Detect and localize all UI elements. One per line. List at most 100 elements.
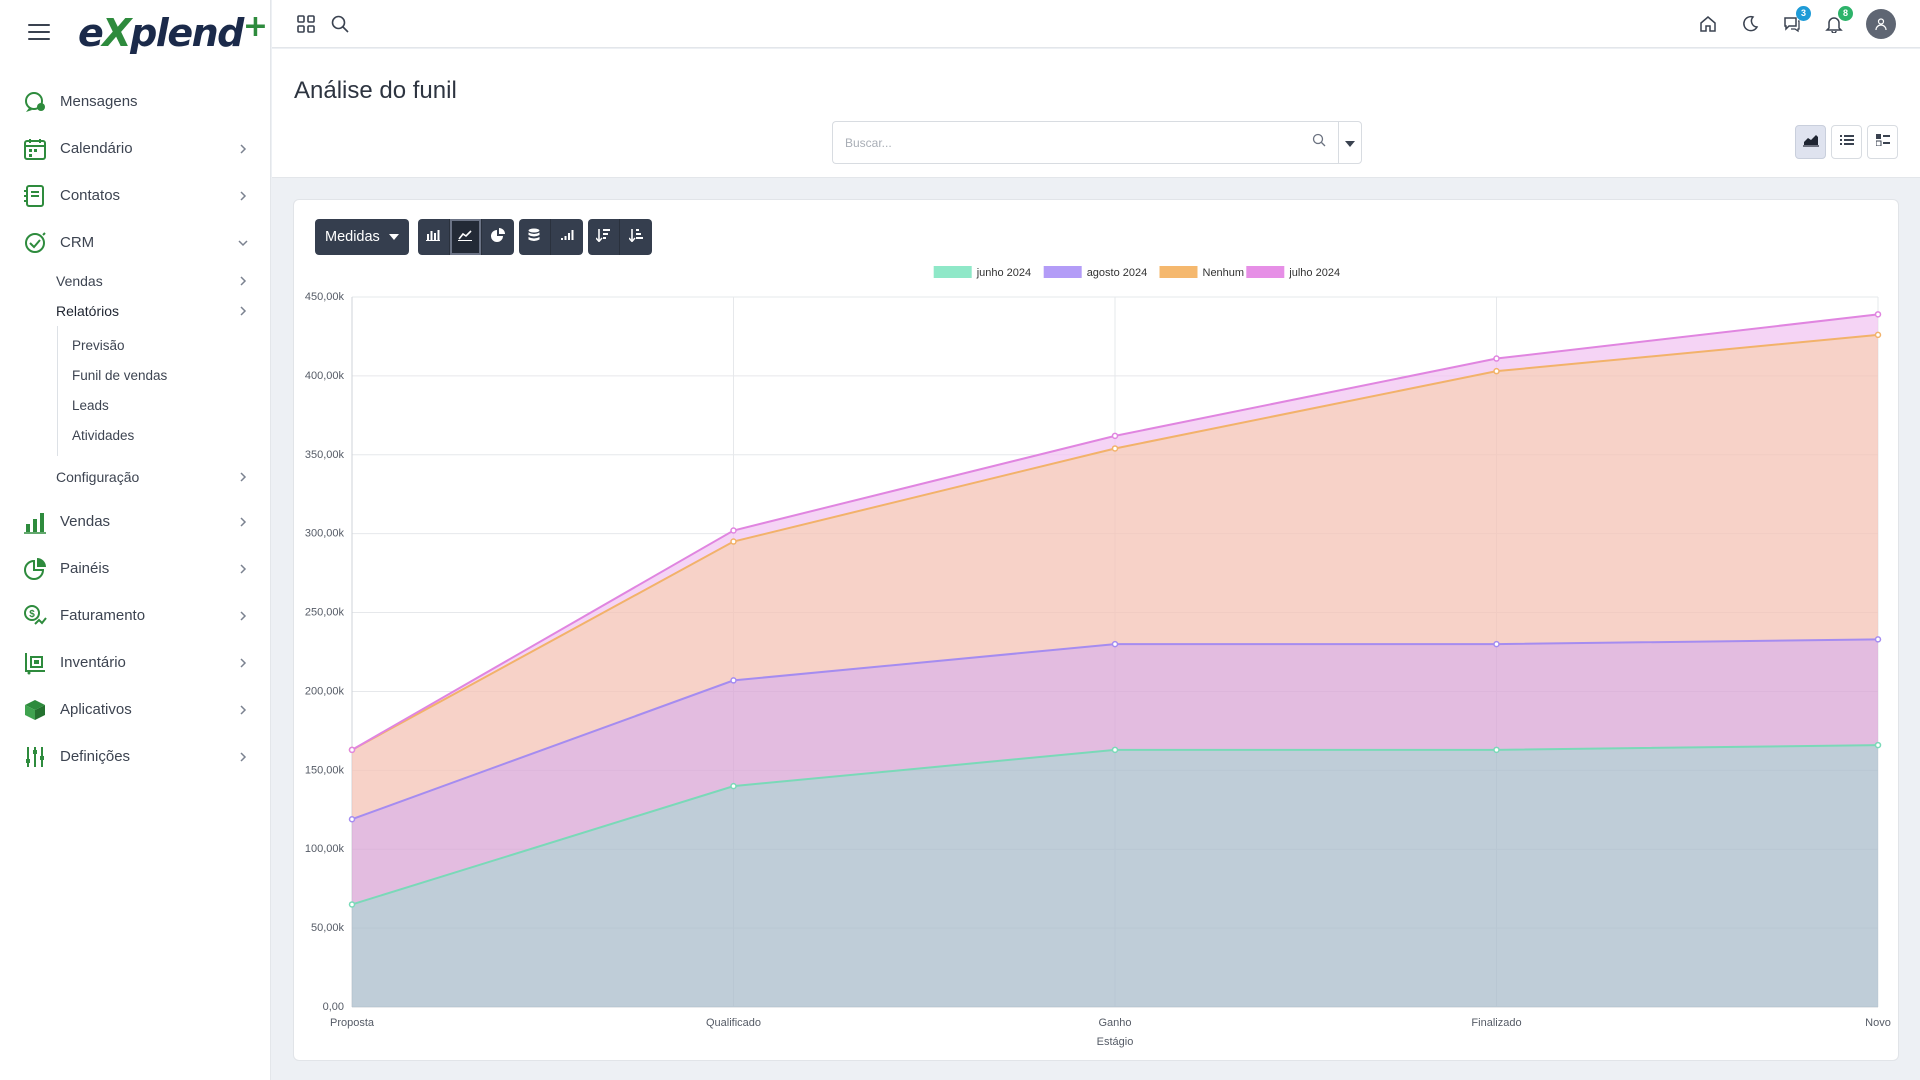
data-point xyxy=(730,677,737,684)
sidebar-item-aplicativos[interactable]: Aplicativos xyxy=(0,686,270,733)
search-icon[interactable] xyxy=(1312,133,1326,152)
sidebar-item-label: Calendário xyxy=(60,140,133,157)
y-tick-label: 100,00k xyxy=(305,843,345,855)
line-chart-icon xyxy=(458,228,473,246)
data-point xyxy=(1874,331,1882,339)
sidebar-subsub-funil-de-vendas[interactable]: Funil de vendas xyxy=(72,367,168,383)
pie-chart-icon xyxy=(490,227,505,247)
sidebar-item-label: Aplicativos xyxy=(60,701,132,718)
chevron-right-icon xyxy=(236,304,250,318)
pivot-view-icon xyxy=(1875,133,1890,151)
sidebar-subsub-previsao[interactable]: Previsão xyxy=(72,337,125,353)
sidebar-item-paineis[interactable]: Painéis xyxy=(0,545,270,592)
messages-badge: 3 xyxy=(1796,5,1811,21)
data-point xyxy=(730,782,737,790)
chevron-right-icon xyxy=(236,609,250,623)
y-tick-label: 350,00k xyxy=(305,449,345,461)
area-chart: 0,00 50,00k 100,00k 150,00k 200,00k 250,00k 30… xyxy=(305,266,1891,1048)
y-tick-label: 0,00 xyxy=(323,1001,344,1013)
data-point xyxy=(1493,367,1500,375)
chevron-right-icon xyxy=(236,189,250,203)
calendar-icon xyxy=(22,136,48,162)
user-avatar-icon[interactable] xyxy=(1866,8,1896,39)
notifications-badge: 8 xyxy=(1838,5,1853,21)
x-tick-label: Qualificado xyxy=(706,1017,761,1029)
sidebar-item-label: Contatos xyxy=(60,187,121,204)
y-tick-label: 250,00k xyxy=(305,607,345,619)
sidebar-item-vendas[interactable]: Vendas xyxy=(0,498,270,545)
chart-type-group xyxy=(417,219,514,255)
sidebar-item-crm[interactable]: CRM xyxy=(0,219,270,266)
pivot-view-button[interactable] xyxy=(1867,125,1898,159)
moon-icon[interactable] xyxy=(1740,14,1760,34)
menu-toggle-icon[interactable] xyxy=(28,24,50,40)
x-axis-title: Estágio xyxy=(1097,1036,1134,1048)
sidebar-item-faturamento[interactable]: $ Faturamento xyxy=(0,592,270,639)
sidebar-subsub-atividades[interactable]: Atividades xyxy=(72,427,135,443)
sort-descending-button[interactable] xyxy=(587,219,620,255)
bar-chart-button[interactable] xyxy=(417,219,450,255)
home-icon[interactable] xyxy=(1698,14,1718,34)
apps-grid-icon[interactable] xyxy=(296,14,316,34)
search-bar xyxy=(832,121,1362,164)
chevron-right-icon xyxy=(236,515,250,529)
chevron-right-icon xyxy=(236,142,250,156)
caret-down-icon xyxy=(388,234,399,240)
bar-chart-icon xyxy=(22,509,48,535)
measures-dropdown[interactable]: Medidas xyxy=(315,219,409,255)
chevron-right-icon xyxy=(236,562,250,576)
sidebar-item-calendario[interactable]: Calendário xyxy=(0,125,270,172)
sidebar-subitem-configuracao[interactable]: Configuração xyxy=(0,456,270,498)
sliders-icon xyxy=(22,744,48,770)
x-tick-label: Proposta xyxy=(330,1017,375,1029)
data-point xyxy=(1111,640,1119,648)
sidebar-item-label: Vendas xyxy=(60,513,111,530)
data-point xyxy=(1111,445,1119,452)
data-point xyxy=(1111,746,1119,754)
sidebar-item-label: Inventário xyxy=(60,654,126,671)
stack-group xyxy=(518,219,583,255)
sidebar-item-inventario[interactable]: Inventário xyxy=(0,639,270,686)
sidebar-subitem-vendas[interactable]: Vendas xyxy=(0,266,270,296)
pie-chart-button[interactable] xyxy=(481,219,514,255)
line-chart-button[interactable] xyxy=(449,219,482,255)
explend-logo[interactable]: eXplend+ xyxy=(78,9,268,55)
data-point xyxy=(1493,640,1500,648)
sidebar-subsub-leads[interactable]: Leads xyxy=(72,397,109,413)
list-view-button[interactable] xyxy=(1831,125,1862,159)
search-icon[interactable] xyxy=(330,14,350,34)
data-point xyxy=(730,538,737,545)
search-options-toggle[interactable] xyxy=(1338,121,1362,164)
graph-view-icon xyxy=(1802,133,1819,152)
view-switcher xyxy=(1795,125,1898,159)
stacked-button[interactable] xyxy=(518,219,551,255)
sidebar-subitem-relatorios[interactable]: Relatórios xyxy=(0,296,270,326)
area-junho-2024 xyxy=(352,745,1878,1007)
y-tick-label: 150,00k xyxy=(305,764,345,776)
legend-swatch xyxy=(1159,266,1198,278)
cumulative-button[interactable] xyxy=(550,219,583,255)
sidebar-item-label: Faturamento xyxy=(60,607,146,624)
invoice-dollar-icon: $ xyxy=(22,603,48,629)
svg-text:$: $ xyxy=(29,609,35,620)
sort-descending-icon xyxy=(595,228,611,247)
chevron-right-icon xyxy=(236,470,250,484)
y-tick-label: 450,00k xyxy=(305,291,345,303)
sidebar-item-definicoes[interactable]: Definições xyxy=(0,733,270,780)
sidebar-item-contatos[interactable]: Contatos xyxy=(0,172,270,219)
data-point xyxy=(730,527,737,534)
bell-icon[interactable]: 8 xyxy=(1824,5,1853,34)
measures-label: Medidas xyxy=(325,229,380,245)
sidebar-item-label: CRM xyxy=(60,234,95,251)
stacked-icon xyxy=(528,228,540,247)
sidebar-subitem-label: Configuração xyxy=(56,469,140,485)
sort-ascending-button[interactable] xyxy=(619,219,652,255)
search-input[interactable] xyxy=(845,135,1312,150)
sidebar-subitem-label: Relatórios xyxy=(56,303,120,319)
bar-chart-icon xyxy=(426,228,441,246)
sidebar-item-mensagens[interactable]: Mensagens xyxy=(0,78,270,125)
graph-view-button[interactable] xyxy=(1795,125,1826,159)
area-agosto-2024 xyxy=(352,639,1878,905)
pie-chart-icon xyxy=(22,556,48,582)
messages-icon[interactable]: 3 xyxy=(1782,5,1811,34)
